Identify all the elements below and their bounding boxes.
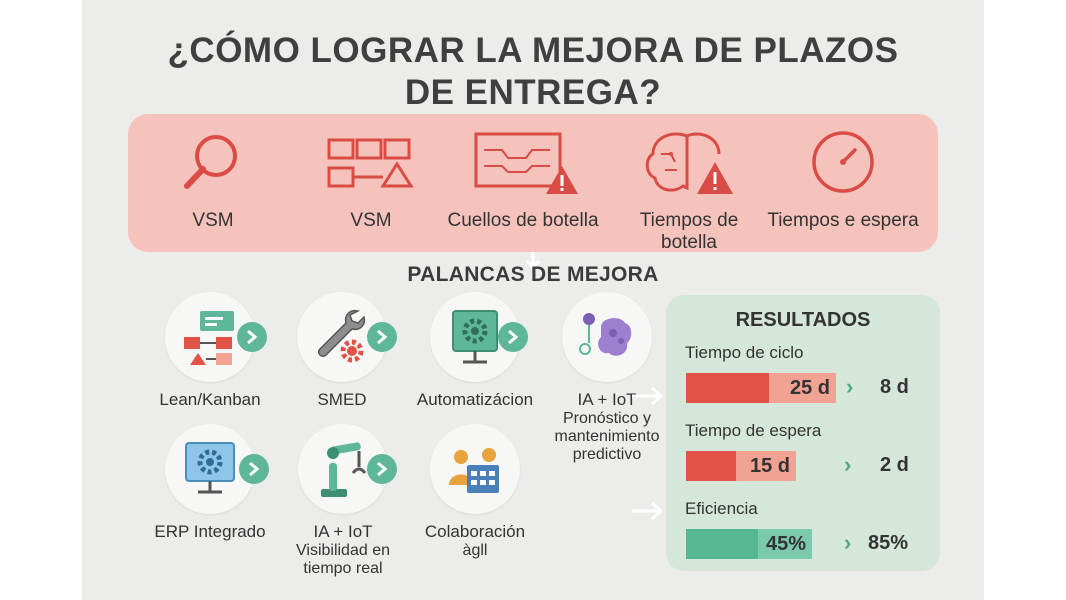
arrow-down-icon — [525, 252, 541, 270]
problem-label-multiline: Tiempos de botella — [639, 210, 739, 253]
erp-monitor-icon — [185, 442, 235, 494]
ai-brain-icon — [579, 313, 632, 356]
lever-sublabel: mantenimiento — [554, 428, 660, 445]
bar-fill-dark — [686, 451, 736, 481]
problem-item-vsm-1: VSM — [138, 128, 288, 232]
brain-warning-icon — [645, 132, 733, 194]
lever-label: IA + IoT — [313, 522, 373, 541]
metric-after-value: 2 d — [880, 454, 909, 476]
bar-fill-light — [736, 451, 796, 481]
lever-label: ERP Integrado — [154, 522, 266, 541]
lever-label: SMED — [317, 390, 367, 409]
title-line-1: ¿CÓMO LOGRAR LA MEJORA DE PLAZOS — [167, 31, 899, 70]
problem-label: VSM — [350, 210, 392, 231]
lever-sublabel: predictivo — [572, 446, 642, 463]
bar-fill-light — [758, 529, 812, 559]
metric-before-value: 45% — [765, 533, 806, 555]
chevron-right-icon — [367, 322, 397, 352]
metric-label-wait-time: Tiempo de espera — [685, 421, 822, 440]
clock-icon — [812, 131, 874, 193]
lever-label: Automatizácion — [416, 390, 534, 409]
robot-arm-icon — [321, 442, 367, 497]
problem-item-bottlenecks: Cuellos de botella — [438, 128, 608, 232]
arrow-right-icon — [632, 386, 664, 406]
metric-label-efficiency: Eficiencia — [685, 499, 758, 518]
lever-icon-circle — [562, 292, 652, 382]
bar-fill-dark — [686, 529, 758, 559]
efficiency-bar: 45% — [686, 529, 812, 559]
lever-ai-iot-predictive: IA + IoT Pronóstico y mantenimiento pred… — [522, 292, 692, 464]
wait-time-bar: 15 d — [686, 451, 796, 481]
page-title: ¿CÓMO LOGRAR LA MEJORA DE PLAZOS DE ENTR… — [82, 30, 984, 114]
problem-label: Tiempos e espera — [767, 210, 919, 231]
problem-item-wait-times: Tiempos e espera — [758, 128, 928, 232]
magnifier-icon — [184, 135, 237, 189]
monitor-gear-icon — [452, 310, 498, 364]
metric-before-value: 15 d — [749, 455, 790, 477]
kanban-flow-icon — [184, 311, 234, 365]
chevron-right-icon — [237, 322, 267, 352]
results-title: RESULTADOS — [735, 309, 871, 331]
chevron-right-icon: › — [846, 374, 854, 399]
lever-sublabel: àgll — [462, 542, 488, 559]
lever-collaboration: Colaboración àgll — [390, 424, 560, 560]
process-map-icon — [327, 138, 414, 188]
lever-label: Colaboración — [424, 522, 526, 541]
problem-label: VSM — [192, 210, 234, 231]
problems-panel: VSM VSM Cuellos de botella — [128, 114, 938, 254]
chevron-right-icon — [367, 454, 397, 484]
metric-after-value: 8 d — [880, 376, 909, 398]
bottleneck-warning-icon — [474, 132, 578, 194]
lever-lean-kanban: Lean/Kanban — [125, 292, 295, 410]
problem-item-waiting-bottleneck: Tiempos de botella — [614, 128, 764, 254]
results-panel: RESULTADOS Tiempo de ciclo 25 d › 8 d Ti… — [666, 295, 940, 571]
problem-item-vsm-2: VSM — [296, 128, 446, 232]
bar-fill-light — [769, 373, 836, 403]
lever-sublabel: tiempo real — [303, 560, 383, 577]
chevron-right-icon: › — [844, 452, 852, 477]
lever-sublabel: Visibilidad en — [296, 542, 390, 559]
chevron-right-icon — [239, 454, 269, 484]
chevron-right-icon — [498, 322, 528, 352]
metric-label-cycle-time: Tiempo de ciclo — [685, 343, 804, 362]
team-calendar-icon — [449, 448, 499, 493]
lever-label: IA + IoT — [577, 390, 637, 409]
cycle-time-bar: 25 d — [686, 373, 836, 403]
problem-label: Cuellos de botella — [447, 210, 599, 231]
lever-sublabel: Pronóstico y — [562, 410, 652, 427]
title-line-2: DE ENTREGA? — [404, 73, 662, 112]
metric-before-value: 25 d — [789, 377, 830, 399]
chevron-right-icon: › — [844, 530, 852, 555]
levers-title: PALANCAS DE MEJORA — [407, 263, 659, 286]
wrench-gear-icon — [317, 309, 366, 363]
bar-fill-dark — [686, 373, 769, 403]
metric-after-value: 85% — [868, 532, 909, 554]
lever-icon-circle — [430, 424, 520, 514]
infographic-canvas: ¿CÓMO LOGRAR LA MEJORA DE PLAZOS DE ENTR… — [82, 0, 984, 600]
lever-label: Lean/Kanban — [159, 390, 261, 409]
arrow-right-icon — [632, 501, 664, 521]
